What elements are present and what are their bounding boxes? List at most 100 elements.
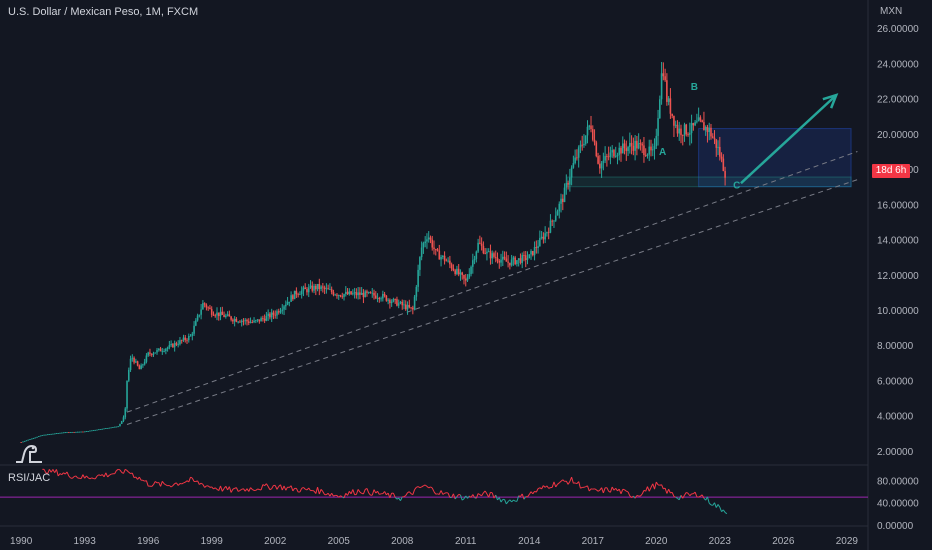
- rsi-line-segment: [666, 489, 670, 494]
- candle-body: [117, 426, 120, 428]
- rsi-line-segment: [428, 486, 431, 489]
- rsi-line-segment: [491, 492, 495, 499]
- rsi-line-segment: [513, 499, 516, 502]
- candle-body: [205, 304, 208, 308]
- candle-body: [641, 143, 643, 146]
- candle-body: [189, 335, 192, 337]
- time-axis-label: 1999: [201, 536, 224, 547]
- candle-body: [279, 310, 282, 313]
- candle-body: [683, 124, 686, 136]
- rsi-line-segment: [387, 492, 391, 499]
- rsi-line-segment: [675, 496, 678, 499]
- candle-body: [454, 270, 456, 274]
- rsi-line-segment: [678, 495, 682, 500]
- candle-body: [597, 156, 599, 164]
- candle-body: [600, 163, 603, 169]
- time-axis-label: 2014: [518, 536, 541, 547]
- rsi-line-segment: [417, 486, 421, 489]
- dashed-trendline: [126, 179, 858, 425]
- rsi-line-segment: [396, 497, 399, 500]
- candle-body: [558, 203, 561, 212]
- candle-body: [110, 427, 112, 429]
- candle-body: [433, 247, 435, 250]
- rsi-line-segment: [724, 512, 728, 515]
- rsi-line-segment: [66, 471, 70, 477]
- rsi-line-segment: [202, 484, 206, 488]
- candle-body: [614, 156, 617, 157]
- candle-body: [327, 288, 329, 290]
- rsi-line-segment: [234, 487, 237, 489]
- rsi-line-segment: [504, 499, 507, 505]
- candle-body: [486, 251, 488, 254]
- rsi-line-segment: [405, 492, 408, 496]
- candle-body: [57, 433, 60, 434]
- candle-body: [150, 353, 153, 355]
- candle-body: [325, 288, 328, 290]
- candle-body: [191, 333, 194, 336]
- rsi-line-segment: [200, 482, 204, 485]
- candle-body: [666, 80, 668, 102]
- rsi-line-segment: [260, 484, 264, 491]
- price-axis[interactable]: 2.00000 4.00000 6.00000 8.00000 10.00000 12.0…: [877, 24, 919, 458]
- rsi-line-segment: [624, 489, 627, 492]
- rsi-line-segment: [197, 480, 200, 485]
- rsi-line-segment: [235, 487, 239, 492]
- candle-body: [136, 361, 139, 366]
- candle-body: [235, 318, 238, 322]
- candle-body: [313, 285, 315, 291]
- rsi-line-segment: [130, 472, 133, 475]
- rsi-line-segment: [181, 482, 184, 485]
- candle-body: [544, 233, 546, 240]
- candle-body: [606, 156, 608, 157]
- candle-body: [648, 146, 651, 155]
- candle-body: [664, 76, 666, 81]
- candle-body: [210, 308, 213, 315]
- rsi-line-segment: [315, 487, 319, 494]
- rsi-line-segment: [230, 488, 234, 493]
- candle-body: [92, 430, 95, 431]
- candle-body: [299, 294, 301, 296]
- candle-body: [163, 351, 165, 352]
- rsi-line-segment: [343, 493, 347, 499]
- candle-body: [406, 304, 409, 310]
- candle-body: [689, 133, 691, 135]
- candle-body: [357, 292, 359, 296]
- candle-body: [62, 432, 65, 434]
- candle-body: [690, 123, 693, 134]
- candle-body: [404, 304, 407, 310]
- candle-body: [196, 315, 199, 321]
- rsi-line-segment: [165, 484, 168, 487]
- candle-body: [556, 211, 559, 216]
- candle-body: [540, 236, 543, 238]
- candle-body: [52, 433, 54, 435]
- rsi-line-segment: [48, 469, 52, 473]
- rsi-line-segment: [671, 492, 675, 497]
- rsi-indicator-label[interactable]: RSI/JAC: [8, 472, 51, 484]
- candle-body: [719, 146, 721, 157]
- candle-body: [369, 292, 372, 294]
- candle-body: [187, 336, 190, 341]
- candle-body: [131, 357, 134, 359]
- rsi-line-segment: [558, 480, 562, 484]
- candle-body: [659, 99, 661, 119]
- candle-body: [572, 163, 575, 168]
- candle-body: [316, 283, 319, 290]
- candle-body: [674, 124, 677, 126]
- rsi-line-segment: [407, 491, 410, 494]
- candle-body: [378, 298, 381, 300]
- candle-body: [73, 432, 75, 433]
- candle-body: [53, 433, 56, 435]
- candle-body: [583, 143, 585, 146]
- candle-body: [519, 258, 522, 263]
- candle-body: [30, 438, 33, 440]
- candle-body: [623, 143, 626, 149]
- candle-body: [440, 256, 442, 260]
- candle-body: [399, 301, 402, 304]
- rsi-line-segment: [620, 489, 624, 494]
- candle-body: [602, 160, 605, 164]
- candle-body: [613, 150, 615, 157]
- candle-body: [285, 304, 287, 307]
- rsi-line-segment: [609, 486, 613, 493]
- time-axis[interactable]: 1990 1993 1996 1999 2002 2005 2008 2011 2014 2017…: [10, 536, 858, 547]
